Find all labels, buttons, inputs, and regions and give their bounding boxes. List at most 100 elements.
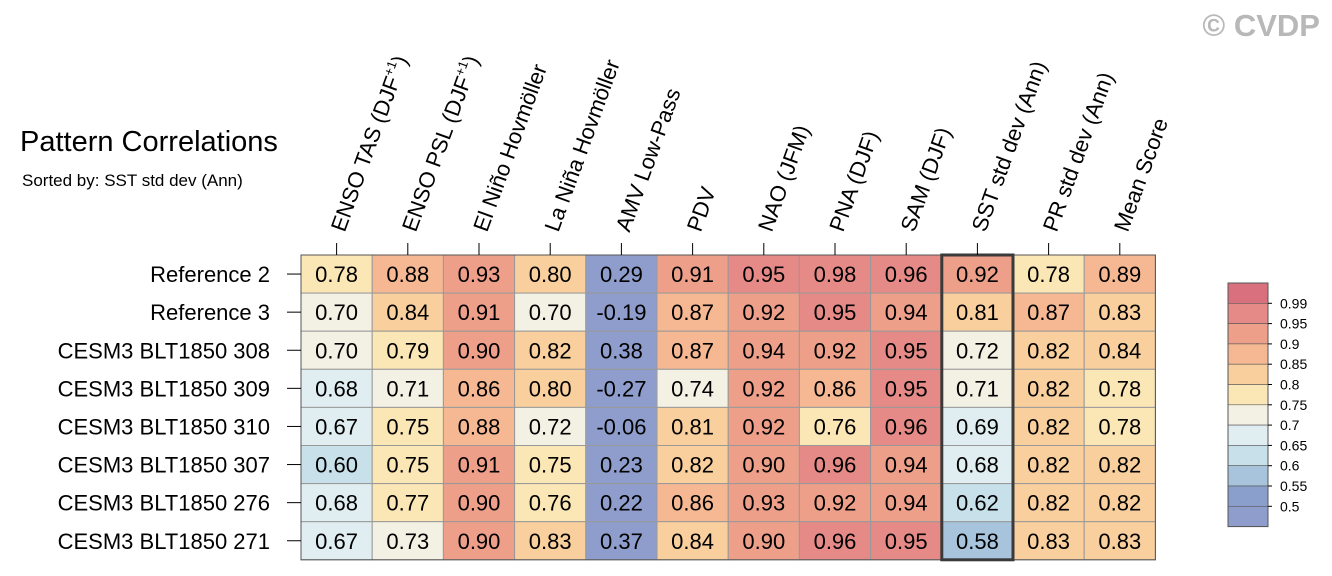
- cell-value-label: 0.67: [315, 529, 358, 554]
- cell-value-label: 0.83: [1098, 300, 1141, 325]
- heatmap-cell: [1012, 445, 1085, 485]
- cell-value-label: 0.82: [1027, 338, 1070, 363]
- cell-value-label: 0.95: [742, 262, 785, 287]
- cell-value-label: 0.95: [814, 300, 857, 325]
- heatmap-cell: [1012, 406, 1085, 446]
- heatmap-cell: [514, 445, 587, 485]
- cell-value-label: 0.78: [1098, 376, 1141, 401]
- heatmap-cell: [941, 406, 1014, 446]
- cell-value-label: 0.82: [1098, 453, 1141, 478]
- colorbar-segment: [1227, 343, 1269, 365]
- cell-value-label: 0.96: [814, 453, 857, 478]
- cell-value-label: 0.86: [458, 376, 501, 401]
- row-label: CESM3 BLT1850 276: [58, 491, 270, 516]
- cell-value-label: 0.58: [956, 529, 999, 554]
- heatmap-cell: [442, 330, 516, 370]
- colorbar-label: 0.5: [1280, 498, 1300, 514]
- row-label: Reference 3: [150, 300, 270, 325]
- cell-value-label: 0.70: [315, 300, 358, 325]
- cell-value-label: 0.68: [956, 453, 999, 478]
- heatmap-cell: [798, 445, 872, 485]
- colorbar-segment: [1227, 323, 1269, 345]
- grid-border: [300, 254, 1156, 561]
- colorbar-segment: [1227, 404, 1269, 426]
- cell-value-label: 0.92: [814, 491, 857, 516]
- cell-value-label: 0.87: [671, 300, 714, 325]
- heatmap-cell: [1083, 330, 1156, 370]
- column-label: ENSO TAS (DJF+1): [325, 52, 413, 235]
- cell-value-label: 0.29: [600, 262, 643, 287]
- chart-title: Pattern Correlations: [20, 126, 278, 158]
- colorbar-segment: [1227, 465, 1269, 487]
- heatmap-cell: [870, 445, 943, 485]
- colorbar-segment: [1227, 384, 1269, 406]
- heatmap-cell: [798, 254, 872, 294]
- cell-value-label: 0.94: [885, 453, 928, 478]
- cell-value-label: 0.87: [1027, 300, 1070, 325]
- heatmap-cell: [371, 445, 444, 485]
- heatmap-cell: [371, 483, 444, 523]
- heatmap-cell: [1012, 368, 1085, 408]
- cell-value-label: 0.71: [386, 376, 429, 401]
- cell-value-label: 0.94: [885, 300, 928, 325]
- cell-value-label: 0.82: [1027, 376, 1070, 401]
- cell-value-label: 0.71: [956, 376, 999, 401]
- heatmap-cell: [585, 483, 658, 523]
- cell-value-label: 0.76: [814, 414, 857, 439]
- cell-value-label: 0.91: [671, 262, 714, 287]
- cell-value-label: 0.73: [386, 529, 429, 554]
- colorbar-label: 0.7: [1280, 417, 1300, 433]
- heatmap-cell: [585, 445, 658, 485]
- cell-value-label: 0.83: [1098, 529, 1141, 554]
- cell-value-label: 0.82: [1027, 414, 1070, 439]
- cell-value-label: 0.84: [386, 300, 429, 325]
- cell-value-label: 0.83: [1027, 529, 1070, 554]
- cell-value-label: 0.62: [956, 491, 999, 516]
- heatmap-cell: [514, 330, 587, 370]
- column-label: AMV Low-Pass: [611, 85, 686, 235]
- cell-value-label: 0.82: [529, 338, 572, 363]
- colorbar-label: 0.65: [1280, 437, 1307, 453]
- heatmap-cell: [870, 330, 943, 370]
- column-label: ENSO PSL (DJF+1): [396, 52, 484, 235]
- cell-value-label: 0.88: [458, 414, 501, 439]
- cell-value-label: 0.23: [600, 453, 643, 478]
- cell-value-label: 0.94: [742, 338, 785, 363]
- heatmap-cell: [1012, 292, 1085, 332]
- row-label: Reference 2: [150, 262, 270, 287]
- cell-value-label: 0.92: [742, 300, 785, 325]
- heatmap-cell: [1083, 521, 1156, 561]
- colorbar-segment: [1227, 485, 1269, 507]
- cell-value-label: 0.76: [529, 491, 572, 516]
- column-label: PNA (DJF): [824, 127, 883, 234]
- cell-value-label: 0.78: [315, 262, 358, 287]
- colorbar-segment: [1227, 302, 1269, 324]
- heatmap-cell: [798, 406, 872, 446]
- heatmap-cell: [371, 254, 444, 294]
- cell-value-label: 0.72: [529, 414, 572, 439]
- cell-value-label: 0.82: [1098, 491, 1141, 516]
- cell-value-label: 0.69: [956, 414, 999, 439]
- heatmap-cell: [514, 483, 587, 523]
- column-label: SST std dev (Ann): [967, 58, 1052, 235]
- cell-value-label: 0.96: [885, 414, 928, 439]
- cell-value-label: 0.90: [458, 338, 501, 363]
- heatmap-cell: [585, 406, 658, 446]
- cell-value-label: 0.84: [1098, 338, 1141, 363]
- row-label: CESM3 BLT1850 309: [58, 376, 270, 401]
- cell-value-label: 0.84: [671, 529, 714, 554]
- column-label: SAM (DJF): [895, 124, 956, 235]
- cell-value-label: 0.38: [600, 338, 643, 363]
- cell-value-label: 0.88: [386, 262, 429, 287]
- colorbar-label: 0.99: [1280, 295, 1307, 311]
- cell-value-label: 0.68: [315, 491, 358, 516]
- cell-value-label: 0.68: [315, 376, 358, 401]
- cell-value-label: 0.22: [600, 491, 643, 516]
- heatmap-cell: [727, 445, 800, 485]
- cell-value-label: 0.86: [814, 376, 857, 401]
- cell-value-label: 0.91: [458, 300, 501, 325]
- heatmap-cell: [656, 292, 729, 332]
- cell-value-label: 0.83: [529, 529, 572, 554]
- heatmap-cell: [941, 330, 1014, 370]
